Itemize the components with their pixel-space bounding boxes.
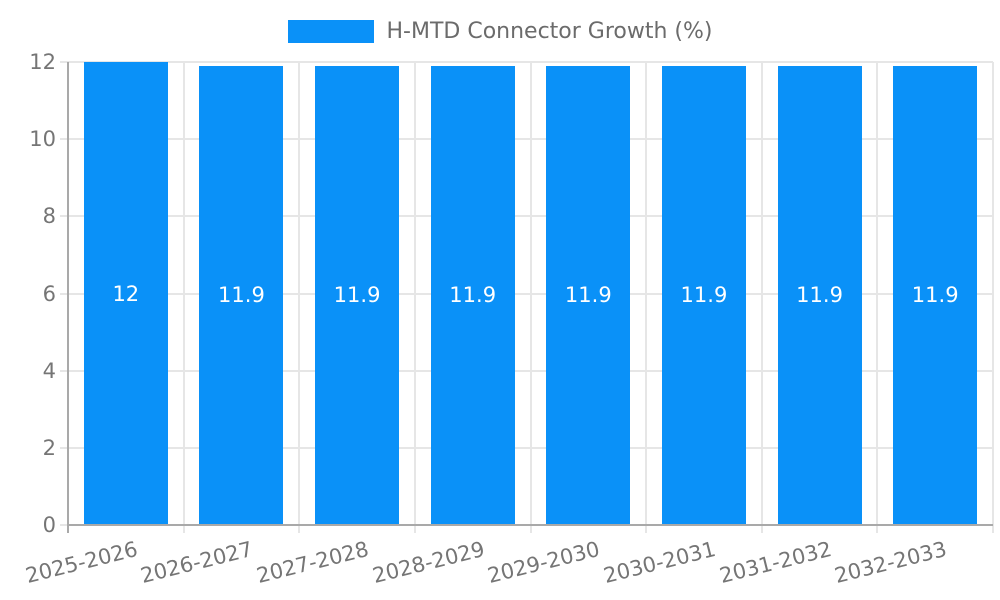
y-tick-label: 0 [42,513,56,537]
bar-value-label: 11.9 [796,283,843,308]
y-tick-label: 8 [42,204,56,229]
gridline [60,61,993,63]
gridline [645,62,648,533]
gridline [60,369,993,372]
gridline [298,62,301,533]
gridline [60,138,993,141]
gridline [876,62,879,533]
bar-value-label: 11.9 [449,283,497,308]
tick [60,524,68,526]
bar-value-label: 11.9 [218,283,265,308]
y-tick-label: 2 [42,435,56,460]
bar[interactable] [546,65,631,524]
legend: H-MTD Connector Growth (%) [0,19,1000,44]
bar-value-label: 11.9 [680,283,728,308]
y-tick-label: 4 [42,358,56,383]
bar-value-label: 11.9 [333,283,381,308]
gridline [60,215,993,218]
legend-swatch[interactable] [287,20,374,43]
y-tick-label: 6 [42,281,56,306]
gridline [182,62,185,533]
bar-value-label: 12 [112,281,140,306]
bar[interactable] [315,65,400,524]
bar[interactable] [777,65,862,524]
y-tick-label: 10 [29,127,56,152]
gridline [60,292,993,295]
bar-value-label: 11.9 [911,283,959,308]
gridline [992,62,994,533]
bar-value-label: 11.9 [564,283,612,308]
bar[interactable] [430,65,515,524]
bar[interactable] [83,62,168,524]
legend-label[interactable]: H-MTD Connector Growth (%) [386,19,713,44]
gridline [413,62,416,533]
x-axis-line [67,524,993,526]
y-tick-label: 12 [29,50,56,74]
bar[interactable] [199,65,284,524]
bar[interactable] [661,65,746,524]
gridline [60,446,993,449]
y-axis-line [67,62,69,533]
gridline [760,62,763,533]
bar[interactable] [893,65,978,524]
gridline [529,62,532,533]
